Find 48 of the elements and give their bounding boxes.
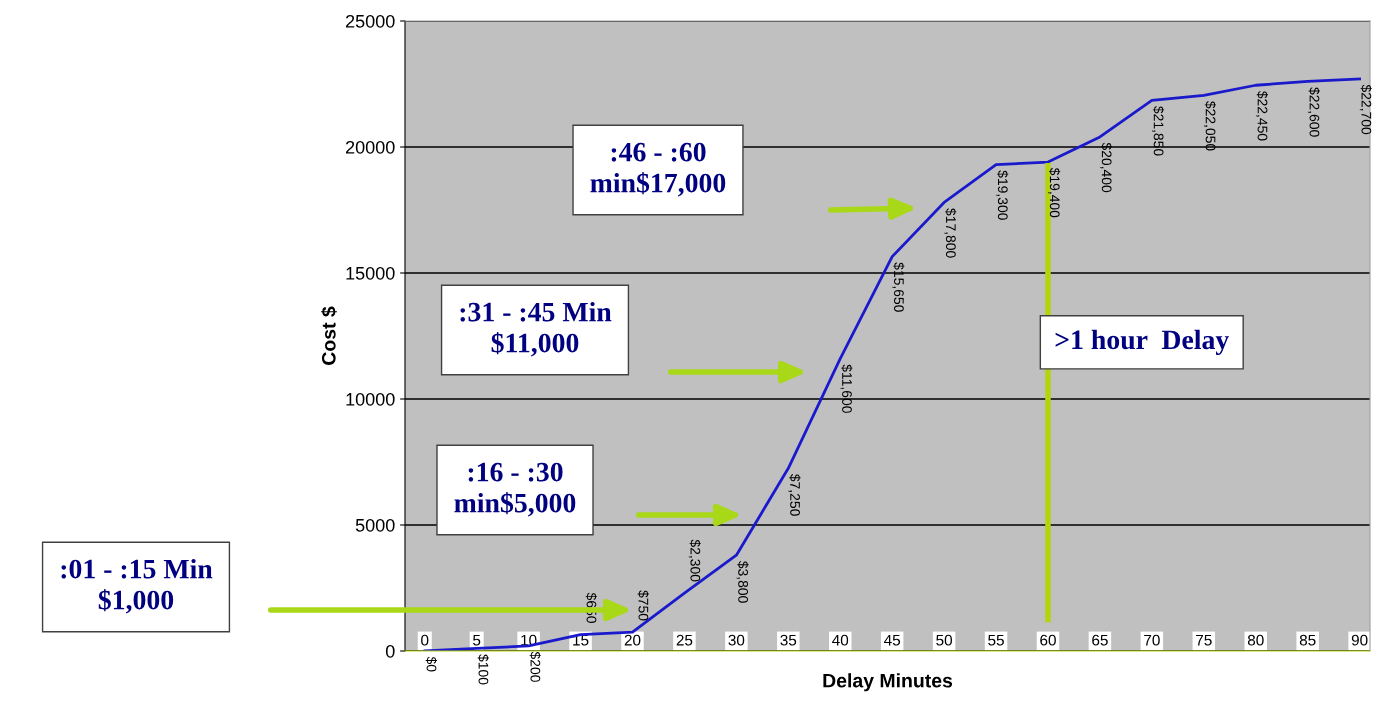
x-tick-label: 25 bbox=[676, 634, 693, 646]
annotation: :31 - :45 Min $11,000 bbox=[460, 301, 612, 357]
data-label: $0 bbox=[425, 656, 437, 672]
x-axis-title: Delay Minutes bbox=[823, 673, 953, 692]
x-tick-label: 0 bbox=[421, 634, 429, 646]
data-label: $750 bbox=[637, 590, 649, 621]
x-tick-label: 50 bbox=[936, 634, 953, 646]
data-label: $19,300 bbox=[996, 170, 1009, 220]
x-tick-label: 35 bbox=[780, 634, 797, 646]
y-tick-label: 10000 bbox=[346, 392, 395, 406]
data-label: $22,050 bbox=[1203, 101, 1217, 151]
x-tick-label: 80 bbox=[1247, 634, 1264, 646]
x-tick-label: 30 bbox=[728, 634, 745, 646]
x-tick-label: 85 bbox=[1299, 634, 1316, 646]
data-label: $22,600 bbox=[1307, 87, 1320, 137]
y-tick-label: 25000 bbox=[345, 14, 395, 28]
annotation: :46 - :60 min$17,000 bbox=[590, 142, 726, 197]
y-tick-label: 0 bbox=[385, 644, 395, 658]
data-label: $19,400 bbox=[1048, 167, 1061, 218]
data-label: $11,600 bbox=[840, 364, 853, 413]
x-tick-label: 40 bbox=[832, 634, 849, 646]
y-tick-label: 5000 bbox=[355, 518, 395, 532]
ref-line-label: >1 hour Delay bbox=[1055, 329, 1230, 355]
x-tick-label: 75 bbox=[1196, 634, 1212, 646]
data-label: $22,700 bbox=[1359, 84, 1372, 135]
x-tick-label: 55 bbox=[988, 634, 1004, 646]
data-label: $200 bbox=[529, 651, 541, 682]
text: :01 - :15 Min $1,000 bbox=[61, 558, 213, 614]
x-tick-label: 60 bbox=[1040, 634, 1056, 646]
data-label: $20,400 bbox=[1100, 142, 1113, 193]
data-label: $21,850 bbox=[1152, 106, 1165, 156]
data-label: $2,300 bbox=[688, 539, 701, 582]
data-label: $15,650 bbox=[892, 262, 905, 312]
y-tick-label: 20000 bbox=[345, 140, 395, 154]
x-tick-label: 65 bbox=[1092, 634, 1108, 646]
x-tick-label: 20 bbox=[624, 634, 641, 646]
data-label: $3,800 bbox=[736, 560, 749, 603]
data-label: $100 bbox=[477, 654, 489, 685]
data-label: $17,800 bbox=[944, 208, 957, 258]
data-label: $7,250 bbox=[788, 474, 801, 516]
x-tick-label: 70 bbox=[1144, 634, 1160, 646]
annotation: :16 - :30 min$5,000 bbox=[454, 462, 576, 517]
y-tick-label: 15000 bbox=[346, 266, 395, 280]
x-tick-label: 5 bbox=[473, 634, 481, 646]
data-label: $22,450 bbox=[1255, 90, 1268, 141]
x-tick-label: 45 bbox=[884, 634, 901, 646]
y-axis-title: Cost $ bbox=[321, 306, 337, 365]
x-tick-label: 90 bbox=[1351, 634, 1368, 646]
